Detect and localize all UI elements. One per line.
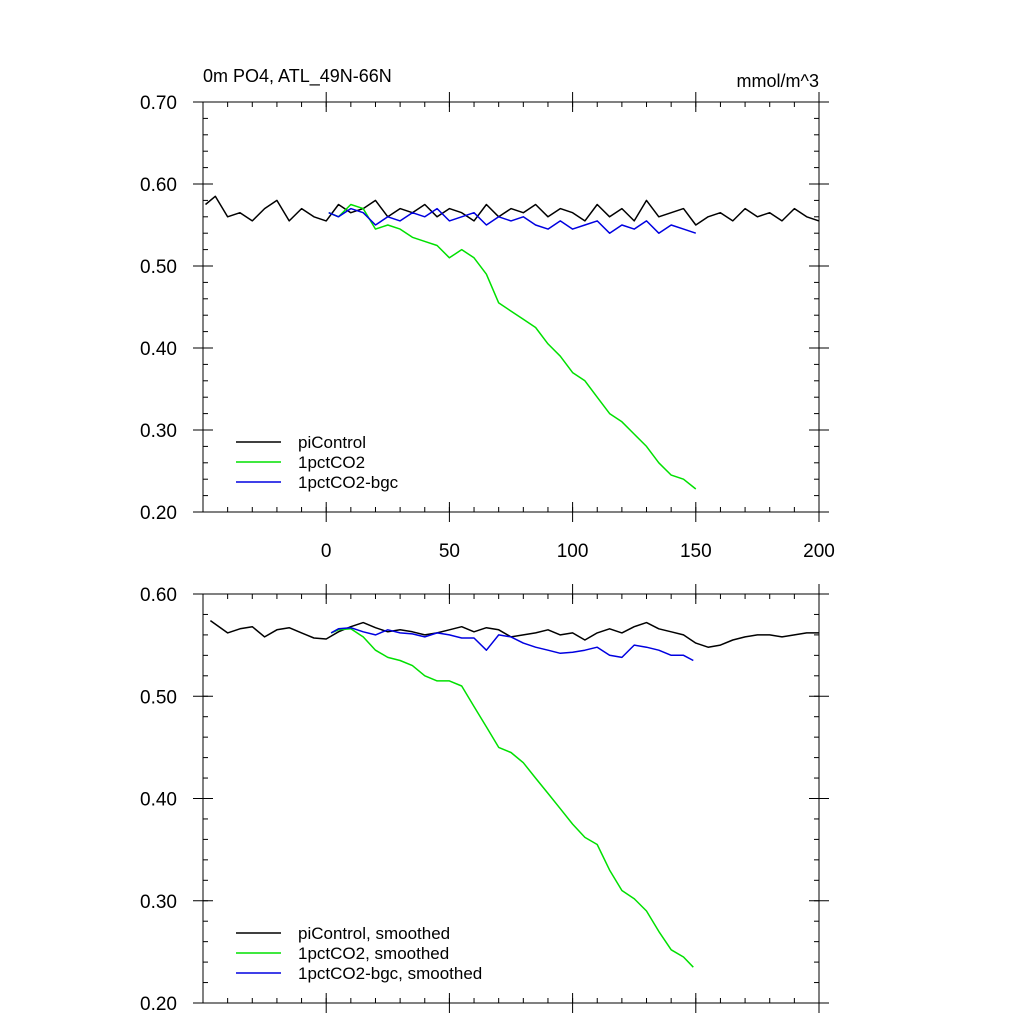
y-tick-label: 0.70 — [140, 93, 177, 114]
legend-label: 1pctCO2 — [298, 453, 365, 472]
y-tick-label: 0.30 — [140, 421, 177, 442]
y-tick-label: 0.60 — [140, 585, 177, 606]
legend-label: 1pctCO2, smoothed — [298, 944, 449, 963]
plot-frame — [202, 101, 820, 513]
series-line-3 — [328, 207, 697, 234]
x-tick-label: 50 — [439, 541, 460, 562]
series-line-1 — [209, 619, 819, 648]
series-line-2 — [328, 203, 697, 490]
y-tick-label: 0.50 — [140, 257, 177, 278]
legend-label: piControl — [298, 433, 366, 452]
x-tick-label: 100 — [557, 541, 589, 562]
y-tick-label: 0.20 — [140, 994, 177, 1015]
y-tick-label: 0.60 — [140, 175, 177, 196]
plot-frame — [202, 593, 820, 1004]
y-tick-label: 0.30 — [140, 892, 177, 913]
chart-title: 0m PO4, ATL_49N-66N — [203, 66, 392, 87]
y-tick-label: 0.20 — [140, 503, 177, 524]
y-tick-label: 0.40 — [140, 790, 177, 811]
x-tick-label: 200 — [803, 541, 835, 562]
legend-label: 1pctCO2-bgc — [298, 473, 399, 492]
y-tick-label: 0.50 — [140, 687, 177, 708]
legend-label: piControl, smoothed — [298, 924, 450, 943]
series-line-1 — [205, 195, 820, 226]
legend-label: 1pctCO2-bgc, smoothed — [298, 964, 482, 983]
series-line-3 — [330, 626, 694, 662]
x-tick-label: 0 — [321, 541, 332, 562]
x-tick-label: 150 — [680, 541, 712, 562]
series-line-2 — [330, 628, 694, 968]
units-label: mmol/m^3 — [737, 71, 819, 91]
panel-top: 0 50 100 150 200 0.20 0.30 0.40 0.50 0.60 0.70 piCo… — [140, 66, 835, 562]
y-tick-label: 0.40 — [140, 339, 177, 360]
